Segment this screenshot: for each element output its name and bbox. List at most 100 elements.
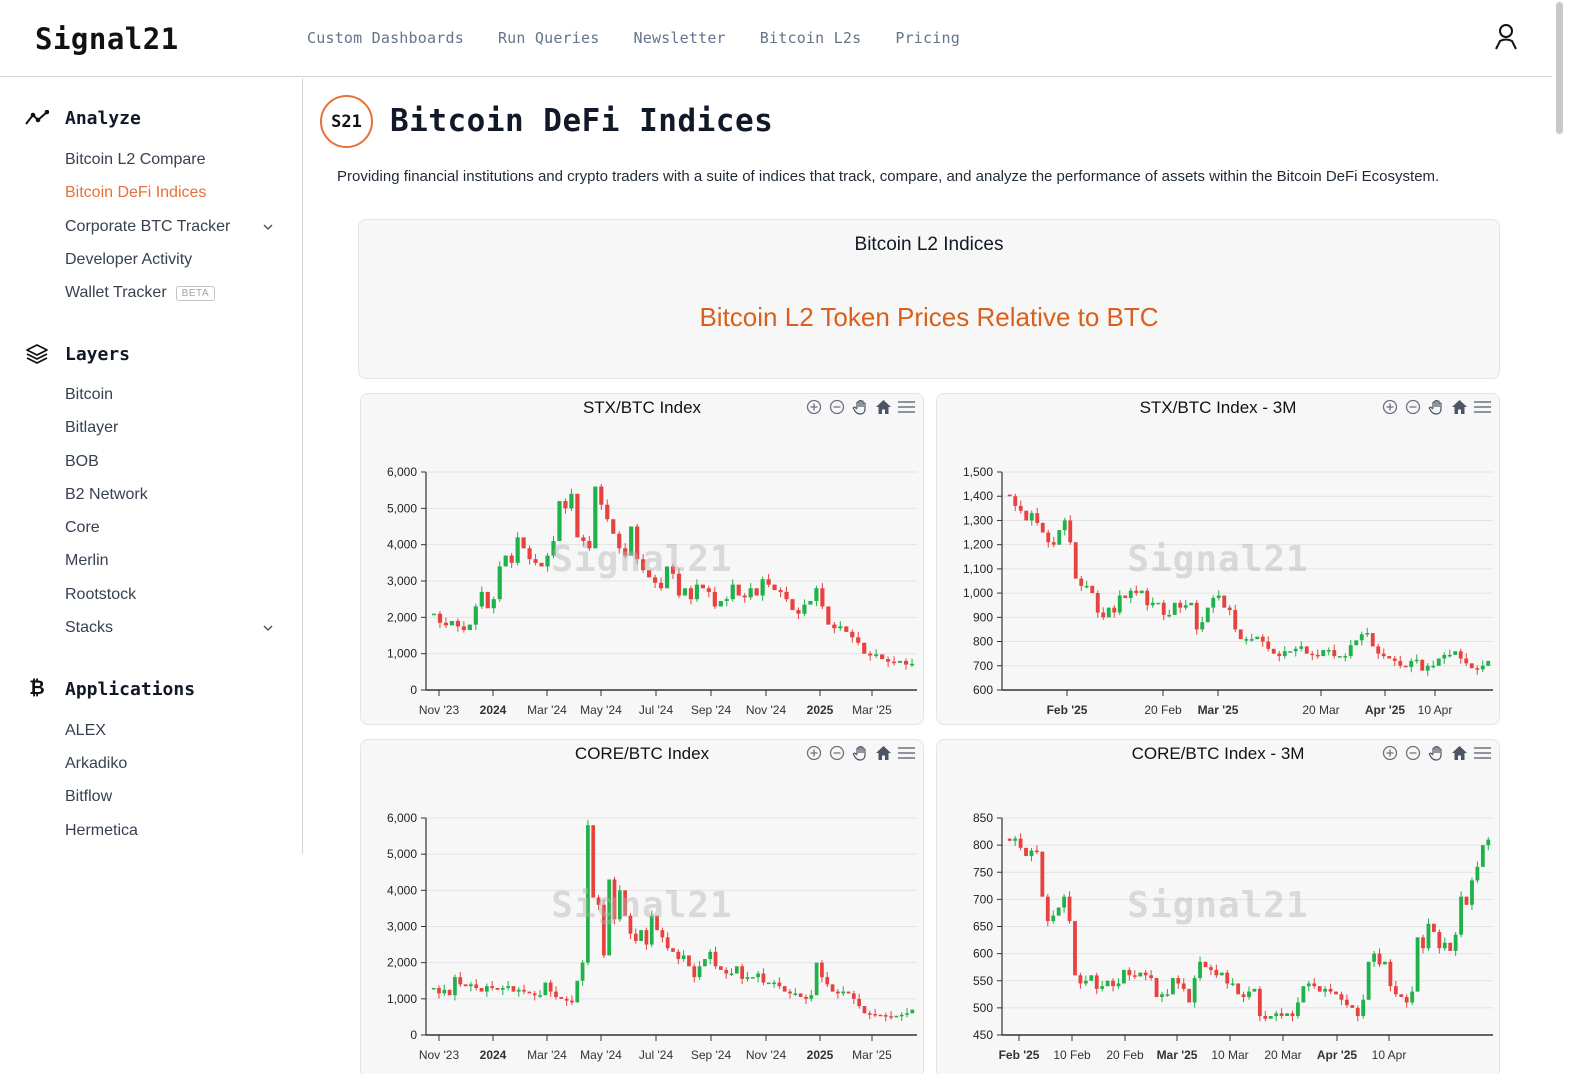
- menu-icon[interactable]: [897, 398, 915, 416]
- svg-text:800: 800: [973, 635, 993, 649]
- sidebar-item-stacks[interactable]: Stacks: [65, 619, 114, 636]
- chart-title: CORE/BTC Index - 3M: [1131, 744, 1305, 763]
- svg-text:20 Mar: 20 Mar: [1302, 703, 1339, 717]
- nav-pricing[interactable]: Pricing: [895, 29, 960, 47]
- svg-text:0: 0: [410, 1028, 417, 1042]
- nav-run-queries[interactable]: Run Queries: [497, 29, 600, 47]
- candlestick-chart[interactable]: 600 700 800 900 1,000 1,100 1,200 1,300 1,400 1,5…: [937, 394, 1500, 725]
- home-reset-icon[interactable]: [1450, 744, 1468, 762]
- svg-text:700: 700: [973, 892, 993, 906]
- sidebar-item-b2-network[interactable]: B2 Network: [65, 486, 148, 503]
- home-reset-icon[interactable]: [1450, 398, 1468, 416]
- svg-text:0: 0: [410, 683, 417, 697]
- s21-badge: S21: [320, 95, 373, 148]
- svg-text:Mar '24: Mar '24: [527, 1048, 567, 1062]
- nav-custom-dashboards[interactable]: Custom Dashboards: [307, 29, 464, 47]
- svg-text:Mar '25: Mar '25: [1198, 703, 1239, 717]
- svg-text:2,000: 2,000: [387, 956, 417, 970]
- sidebar-item-hermetica[interactable]: Hermetica: [65, 822, 138, 839]
- svg-text:2024: 2024: [480, 1048, 507, 1062]
- trend-line-icon: [25, 106, 49, 130]
- page-scrollbar[interactable]: [1552, 0, 1566, 1074]
- nav-bitcoin-l2s[interactable]: Bitcoin L2s: [759, 29, 862, 47]
- pan-hand-icon[interactable]: [851, 398, 869, 416]
- candlestick-chart[interactable]: 0 1,000 2,000 3,000 4,000 5,000 6,000 Nov '23 20…: [361, 394, 924, 725]
- svg-text:Apr '25: Apr '25: [1317, 1048, 1358, 1062]
- zoom-out-icon[interactable]: [828, 398, 846, 416]
- nav-newsletter[interactable]: Newsletter: [633, 29, 726, 47]
- svg-text:800: 800: [973, 838, 993, 852]
- svg-text:Mar '25: Mar '25: [852, 703, 892, 717]
- svg-text:10 Mar: 10 Mar: [1211, 1048, 1248, 1062]
- svg-text:1,300: 1,300: [963, 513, 993, 527]
- sidebar-item-merlin[interactable]: Merlin: [65, 552, 109, 569]
- scrollbar-thumb[interactable]: [1556, 2, 1563, 134]
- svg-text:Sep '24: Sep '24: [691, 1048, 732, 1062]
- page-description: Providing financial institutions and cry…: [337, 168, 1440, 185]
- svg-text:Feb '25: Feb '25: [999, 1048, 1040, 1062]
- chevron-down-icon[interactable]: [262, 622, 274, 634]
- sidebar-section-analyze: Analyze: [25, 106, 141, 130]
- svg-text:Mar '24: Mar '24: [527, 703, 567, 717]
- sidebar-item-developer-activity[interactable]: Developer Activity: [65, 251, 193, 268]
- chart-card-core-btc-3m: CORE/BTC Index - 3M 450 500 550 600 650 700 750…: [936, 739, 1500, 1074]
- candlestick-chart[interactable]: 0 1,000 2,000 3,000 4,000 5,000 6,000 Nov '23 20…: [361, 740, 924, 1074]
- sidebar-item-wallet-tracker[interactable]: Wallet Tracker BETA: [65, 284, 216, 302]
- sidebar-item-bitcoin-l2-compare[interactable]: Bitcoin L2 Compare: [65, 151, 206, 168]
- sidebar-item-bitcoin-defi-indices[interactable]: Bitcoin DeFi Indices: [65, 184, 207, 201]
- chart-card-core-btc: CORE/BTC Index 0 1,000 2,000 3,000 4,000 5,000…: [360, 739, 924, 1074]
- svg-text:May '24: May '24: [580, 1048, 622, 1062]
- sidebar-item-rootstock[interactable]: Rootstock: [65, 586, 137, 603]
- svg-text:550: 550: [973, 974, 993, 988]
- chevron-down-icon[interactable]: [262, 221, 274, 233]
- top-navbar: Signal21 Custom Dashboards Run Queries N…: [0, 0, 1552, 77]
- zoom-out-icon[interactable]: [1404, 744, 1422, 762]
- home-reset-icon[interactable]: [874, 398, 892, 416]
- pan-hand-icon[interactable]: [851, 744, 869, 762]
- svg-text:3,000: 3,000: [387, 574, 417, 588]
- zoom-out-icon[interactable]: [1404, 398, 1422, 416]
- zoom-in-icon[interactable]: [1381, 744, 1399, 762]
- sidebar-item-arkadiko[interactable]: Arkadiko: [65, 755, 128, 772]
- sidebar-item-label: Wallet Tracker: [65, 284, 167, 301]
- sidebar-item-bob[interactable]: BOB: [65, 453, 99, 470]
- candlestick-chart[interactable]: 450 500 550 600 650 700 750 800 850 Feb '25 10 Feb…: [937, 740, 1500, 1074]
- sidebar: Analyze Bitcoin L2 Compare Bitcoin DeFi …: [0, 78, 303, 854]
- chart-toolbar: [1381, 744, 1491, 762]
- sidebar-item-corporate-btc-tracker[interactable]: Corporate BTC Tracker: [65, 218, 231, 235]
- layers-icon: [25, 342, 49, 366]
- menu-icon[interactable]: [1473, 744, 1491, 762]
- hero-title: Bitcoin L2 Token Prices Relative to BTC: [699, 302, 1159, 332]
- pan-hand-icon[interactable]: [1427, 744, 1445, 762]
- svg-text:3,000: 3,000: [387, 920, 417, 934]
- svg-text:1,500: 1,500: [963, 465, 993, 479]
- menu-icon[interactable]: [897, 744, 915, 762]
- sidebar-item-bitflow[interactable]: Bitflow: [65, 788, 113, 805]
- sidebar-item-alex[interactable]: ALEX: [65, 722, 106, 739]
- zoom-in-icon[interactable]: [805, 744, 823, 762]
- menu-icon[interactable]: [1473, 398, 1491, 416]
- sidebar-item-core[interactable]: Core: [65, 519, 100, 536]
- sidebar-item-bitlayer[interactable]: Bitlayer: [65, 419, 119, 436]
- sidebar-item-bitcoin[interactable]: Bitcoin: [65, 386, 114, 403]
- svg-text:May '24: May '24: [580, 703, 622, 717]
- svg-text:4,000: 4,000: [387, 883, 417, 897]
- chart-card-stx-btc-3m: STX/BTC Index - 3M 600 700 800 900 1,000 1,100…: [936, 393, 1500, 725]
- svg-text:6,000: 6,000: [387, 811, 417, 825]
- svg-text:Apr '25: Apr '25: [1365, 703, 1406, 717]
- svg-text:5,000: 5,000: [387, 847, 417, 861]
- svg-text:Nov '23: Nov '23: [419, 1048, 460, 1062]
- zoom-out-icon[interactable]: [828, 744, 846, 762]
- sidebar-section-applications: ₿ Applications: [25, 677, 195, 701]
- svg-text:Jul '24: Jul '24: [639, 1048, 674, 1062]
- chart-title: STX/BTC Index - 3M: [1139, 398, 1297, 417]
- home-reset-icon[interactable]: [874, 744, 892, 762]
- svg-text:Mar '25: Mar '25: [852, 1048, 892, 1062]
- svg-text:600: 600: [973, 683, 993, 697]
- user-icon[interactable]: [1492, 22, 1520, 50]
- svg-text:6,000: 6,000: [387, 465, 417, 479]
- logo[interactable]: Signal21: [35, 22, 179, 56]
- pan-hand-icon[interactable]: [1427, 398, 1445, 416]
- zoom-in-icon[interactable]: [805, 398, 823, 416]
- zoom-in-icon[interactable]: [1381, 398, 1399, 416]
